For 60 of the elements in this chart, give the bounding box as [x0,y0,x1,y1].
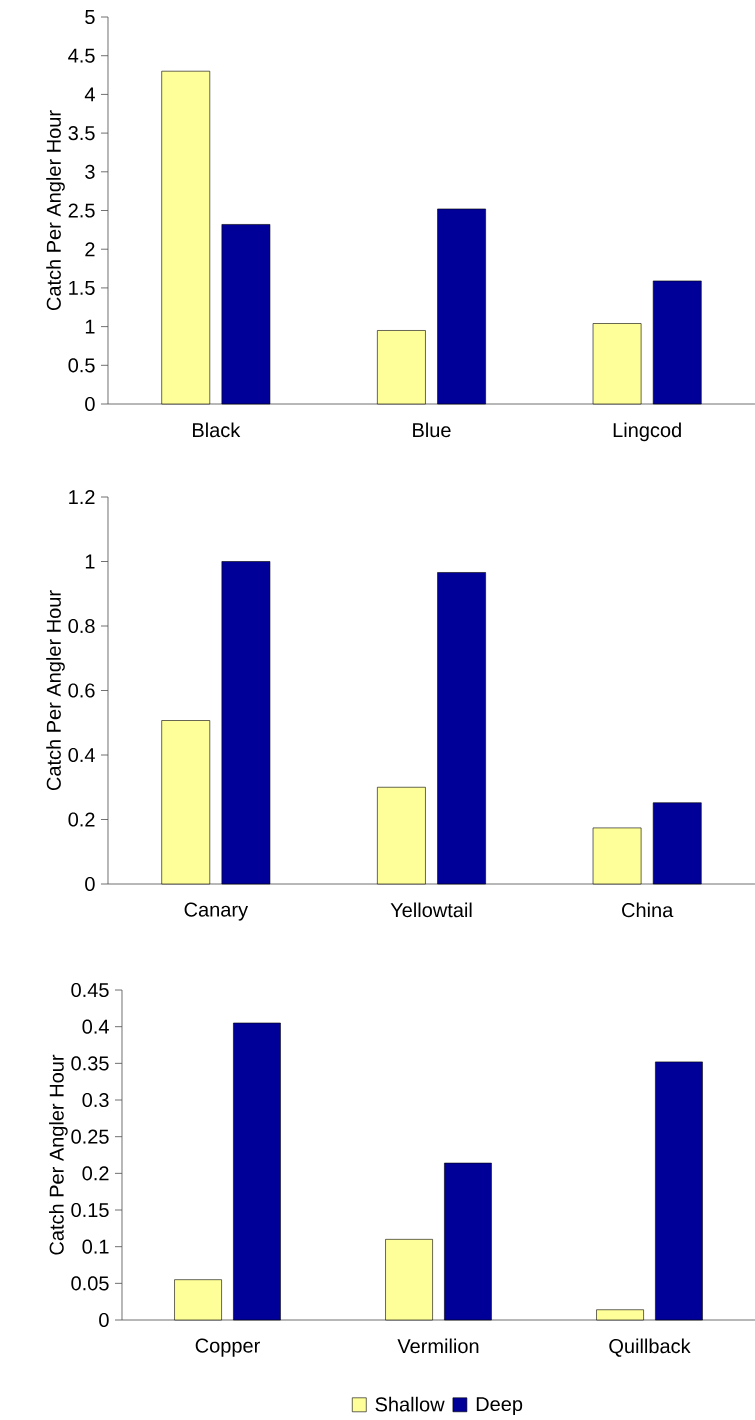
y-tick-label: 0 [98,1312,109,1328]
y-axis-title: Catch Per Angler Hour [46,590,65,791]
bar [376,786,426,885]
y-axis-title: Catch Per Angler Hour [46,110,65,311]
bar [232,1022,281,1321]
y-tick-label: 0.5 [68,358,95,373]
bar [174,1279,222,1321]
bar [221,224,271,405]
bar [161,70,210,405]
bar [221,561,271,885]
y-tick-label: 1 [85,319,95,334]
y-tick-label: 0.05 [71,1276,109,1291]
x-tick-label: Yellowtail [390,902,472,918]
x-tick-label: Blue [412,422,451,438]
y-tick-label: 0.1 [82,1239,109,1254]
y-axis-title: Catch Per Angler Hour [48,1054,68,1255]
y-tick-label: 0.6 [68,683,95,698]
y-tick-label: 2.5 [68,203,95,218]
y-tick-label: 4 [84,87,95,102]
y-tick-label: 0 [84,876,95,892]
bar [437,572,486,885]
y-tick-label: 0.3 [82,1092,109,1108]
y-tick-label: 0.15 [71,1202,109,1218]
bar [592,323,642,405]
y-tick-label: 0.45 [71,982,109,998]
legend-label: Deep [476,1397,522,1416]
x-tick-label: Vermilion [397,1338,479,1354]
x-tick-label: China [621,902,674,918]
y-tick-label: 1.5 [69,280,95,295]
bar [437,208,486,405]
bar [161,720,210,885]
y-tick-label: 3.5 [68,126,95,141]
y-tick-label: 5 [84,10,95,24]
x-tick-label: Canary [184,902,248,921]
x-tick-label: Lingcod [613,422,681,442]
bar [652,802,702,885]
bar [596,1309,644,1321]
y-tick-label: 3 [84,164,95,179]
bar [385,1239,433,1321]
x-tick-label: Quillback [609,1338,691,1357]
bar [376,330,426,405]
y-tick-label: 0.2 [68,812,95,827]
y-tick-label: 1 [85,554,95,569]
legend-label: Shallow [375,1396,445,1412]
y-tick-label: 0.35 [71,1056,109,1071]
y-tick-label: 0.4 [82,1019,109,1034]
y-tick-label: 0.25 [71,1129,109,1144]
y-tick-label: 2 [85,242,95,257]
y-tick-label: 0.4 [68,747,95,763]
y-tick-label: 1.2 [69,490,95,504]
y-tick-label: 0.2 [82,1166,109,1181]
x-tick-label: Black [192,422,241,438]
bar [443,1162,492,1321]
y-tick-label: 0 [84,396,95,412]
y-tick-label: 0.8 [68,618,95,634]
bar [592,827,642,885]
x-tick-label: Copper [195,1338,260,1357]
bar [654,1061,703,1321]
bar [652,280,702,405]
y-tick-label: 4.5 [67,48,95,63]
